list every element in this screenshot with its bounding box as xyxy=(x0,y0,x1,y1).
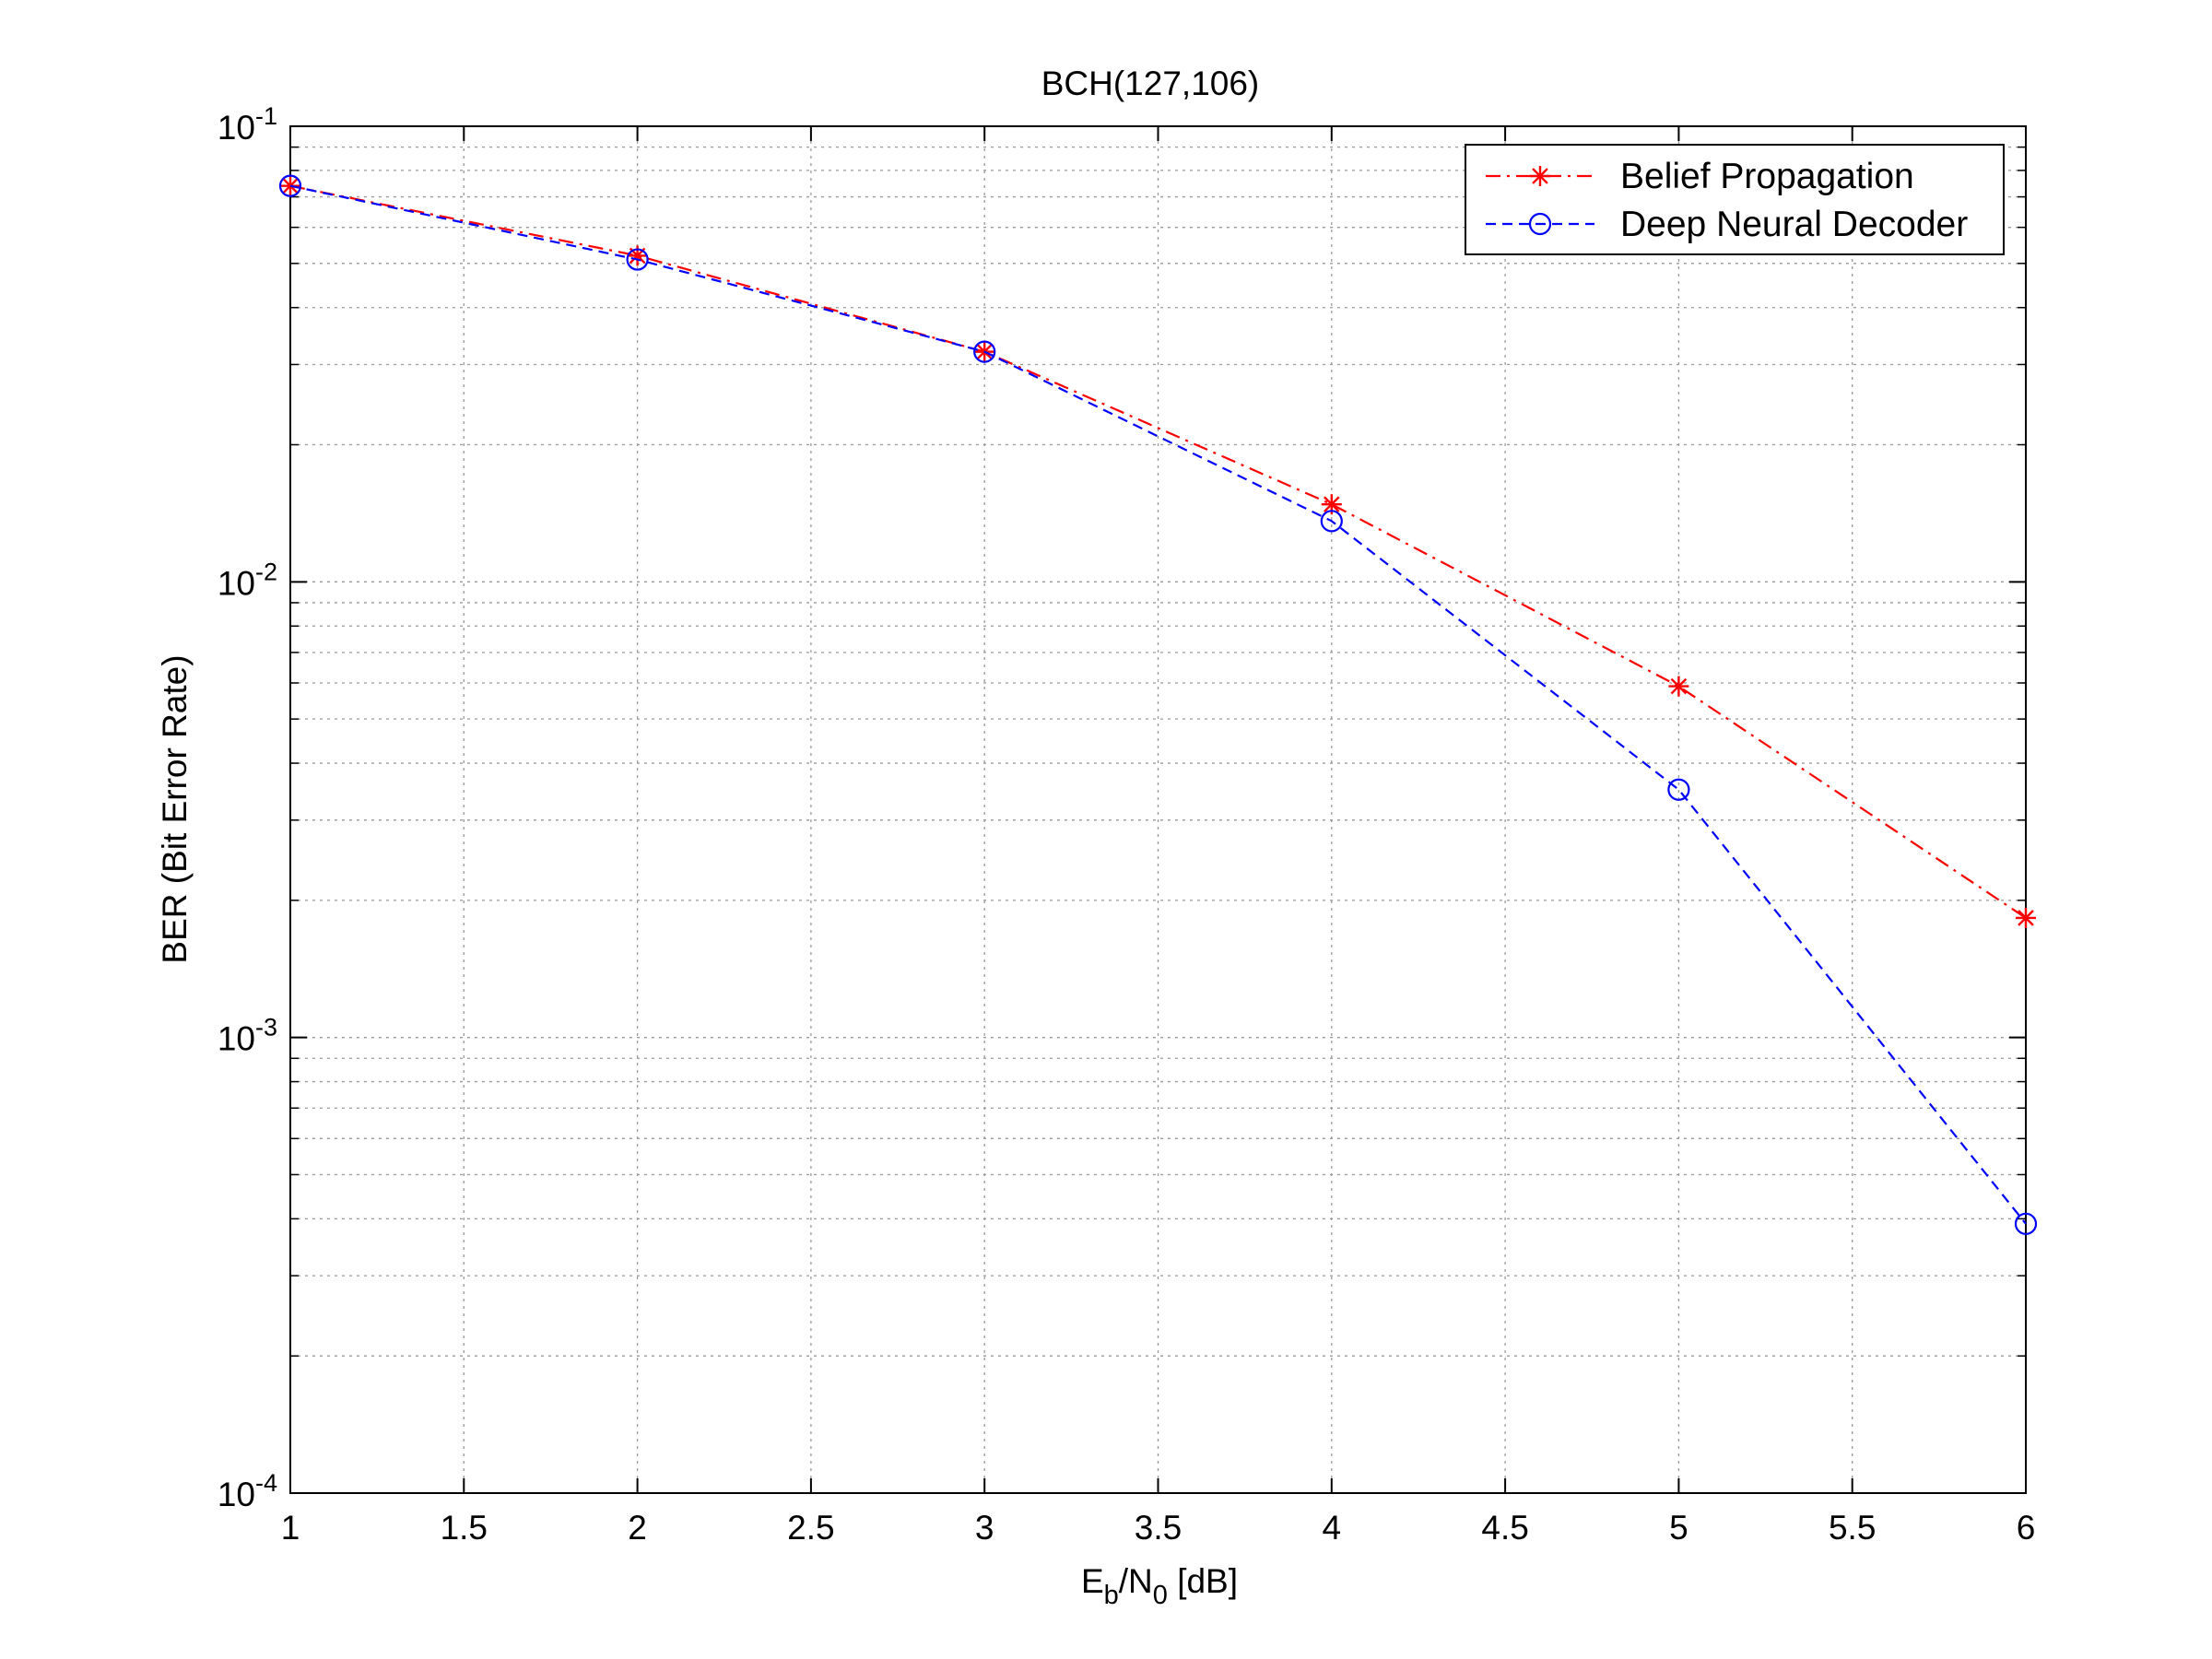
data-point-deep-neural-decoder xyxy=(1320,510,1343,533)
data-point-deep-neural-decoder xyxy=(973,340,996,363)
legend-box xyxy=(1465,144,2005,255)
x-tick-label: 6 xyxy=(2017,1509,2036,1547)
x-axis-title-sub2: 0 xyxy=(1153,1581,1168,1610)
data-point-deep-neural-decoder xyxy=(626,248,649,271)
asterisk-stroke xyxy=(1324,496,1340,512)
grid xyxy=(290,126,2026,1493)
y-tick-label: 10-4 xyxy=(218,1469,277,1513)
data-point-belief-propagation xyxy=(1321,494,1342,515)
y-tick-base: 10 xyxy=(218,1476,255,1513)
y-tick-label: 10-3 xyxy=(218,1014,277,1058)
y-tick-exponent: -1 xyxy=(255,102,277,130)
asterisk-stroke xyxy=(1532,168,1548,184)
x-axis-title-mid: /N xyxy=(1119,1562,1153,1600)
y-axis-title: BER (Bit Error Rate) xyxy=(156,654,194,963)
x-axis-title: Eb/N0 [dB] xyxy=(1081,1562,1238,1610)
x-tick-label: 3 xyxy=(975,1509,994,1547)
y-tick-label: 10-1 xyxy=(218,102,277,147)
x-axis-title-unit: [dB] xyxy=(1168,1562,1238,1600)
data-point-belief-propagation xyxy=(1668,676,1689,697)
legend-marker-deep-neural-decoder xyxy=(1528,212,1552,236)
y-tick-base: 10 xyxy=(218,1020,255,1058)
series-line-belief-propagation xyxy=(289,184,2027,919)
legend: Belief Propagation Deep Neural Decoder xyxy=(1465,144,2005,255)
x-tick-label: 4 xyxy=(1323,1509,1342,1547)
x-tick-label: 2.5 xyxy=(787,1509,834,1547)
y-tick-exponent: -3 xyxy=(255,1014,277,1041)
x-tick-label: 4.5 xyxy=(1481,1509,1528,1547)
x-tick-label: 2 xyxy=(628,1509,647,1547)
y-tick-label: 10-2 xyxy=(218,558,277,602)
legend-entries: Belief Propagation Deep Neural Decoder xyxy=(1486,157,1968,244)
y-tick-base: 10 xyxy=(218,109,255,147)
x-tick-label: 3.5 xyxy=(1135,1509,1182,1547)
x-axis-title-sub1: b xyxy=(1104,1581,1119,1610)
y-tick-exponent: -4 xyxy=(255,1469,277,1497)
x-axis-title-base: E xyxy=(1081,1562,1104,1600)
x-tick-label: 5.5 xyxy=(1829,1509,1876,1547)
data-point-deep-neural-decoder xyxy=(2014,1212,2038,1235)
series xyxy=(278,174,2038,1235)
legend-label-deep-neural-decoder: Deep Neural Decoder xyxy=(1620,205,1968,244)
data-point-deep-neural-decoder xyxy=(1667,778,1690,801)
chart-title: BCH(127,106) xyxy=(1041,65,1260,102)
asterisk-stroke xyxy=(2018,910,2034,926)
plot-frame xyxy=(289,125,2027,1494)
legend-marker-belief-propagation xyxy=(1530,166,1550,186)
asterisk-stroke xyxy=(1670,677,1688,695)
series-line-deep-neural-decoder xyxy=(289,184,2027,1225)
y-tick-exponent: -2 xyxy=(255,558,277,585)
x-tick-label: 1 xyxy=(281,1509,300,1547)
tick-labels: 1 1.5 2 2.5 3 3.5 4 4.5 5 5.5 610-110-210-310-4 xyxy=(218,102,2035,1547)
legend-label-belief-propagation: Belief Propagation xyxy=(1620,157,1914,196)
x-tick-label: 5 xyxy=(1669,1509,1688,1547)
data-point-belief-propagation xyxy=(2016,907,2036,928)
x-tick-label: 1.5 xyxy=(441,1509,488,1547)
axis-ticks xyxy=(289,125,2027,1494)
data-point-deep-neural-decoder xyxy=(278,174,302,197)
y-tick-base: 10 xyxy=(218,564,255,602)
